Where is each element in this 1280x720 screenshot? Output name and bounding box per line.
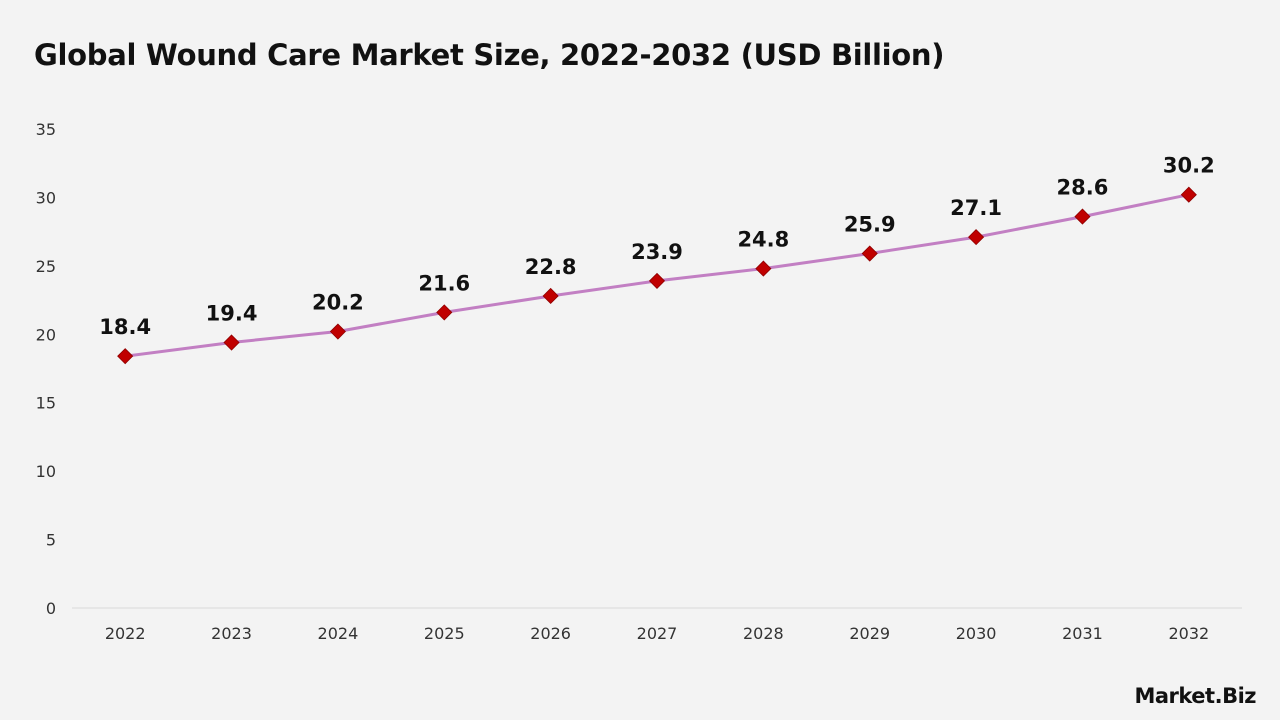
x-tick-label: 2031 [1062,624,1103,643]
chart-title: Global Wound Care Market Size, 2022-2032… [34,38,945,72]
x-tick-label: 2022 [105,624,146,643]
data-point-marker [329,323,346,340]
data-point-marker [1074,208,1091,225]
x-tick-label: 2029 [849,624,890,643]
x-tick-label: 2026 [530,624,571,643]
data-label: 19.4 [206,301,258,325]
data-label: 23.9 [631,240,683,264]
y-axis: 0 5 10 15 20 25 30 35 [36,120,56,618]
series-layer [117,186,1197,365]
x-tick-label: 2024 [318,624,359,643]
brand-logo: Market.Biz [1134,668,1256,708]
data-label: 24.8 [737,228,789,252]
x-tick-label: 2032 [1168,624,1209,643]
y-tick-label: 10 [36,462,56,481]
data-point-marker [223,334,240,351]
data-label: 22.8 [525,255,577,279]
x-tick-label: 2027 [637,624,678,643]
data-label: 28.6 [1057,176,1109,200]
y-tick-label: 0 [46,599,56,618]
x-tick-label: 2023 [211,624,252,643]
y-tick-label: 35 [36,120,56,139]
y-tick-label: 25 [36,257,56,276]
brand-name: Market.Biz [1134,684,1256,708]
y-tick-label: 20 [36,325,56,344]
data-label: 20.2 [312,291,364,315]
data-point-marker [542,287,559,305]
data-point-marker [755,260,772,277]
x-tick-label: 2028 [743,624,784,643]
y-tick-label: 30 [36,188,56,207]
y-tick-label: 5 [46,531,56,550]
data-point-marker [968,229,985,246]
data-label: 18.4 [99,315,151,339]
x-tick-label: 2030 [956,624,997,643]
data-label: 30.2 [1163,154,1215,178]
data-point-marker [1180,186,1197,203]
data-labels: 18.4 19.4 20.2 21.6 22.8 23.9 24.8 25.9 27.1 28.6… [99,154,1214,339]
data-label: 27.1 [950,196,1002,220]
data-point-marker [861,245,878,262]
data-point-marker [117,348,134,365]
data-point-marker [648,272,666,289]
data-label: 21.6 [418,271,470,295]
x-axis: 2022 2023 2024 2025 2026 2027 2028 2029 2030 2031… [105,624,1209,643]
data-label: 25.9 [844,213,896,237]
data-point-marker [436,304,453,321]
x-tick-label: 2025 [424,624,465,643]
y-tick-label: 15 [36,394,56,413]
